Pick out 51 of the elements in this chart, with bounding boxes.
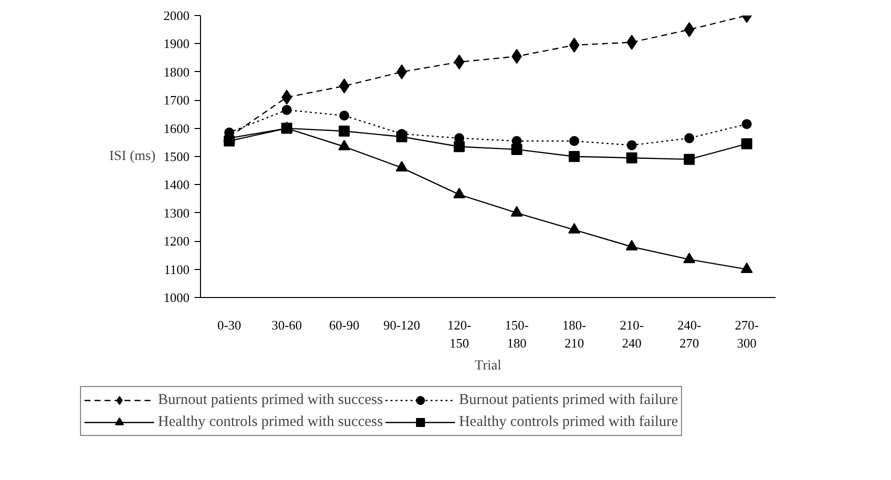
legend-label: Healthy controls primed with success	[158, 414, 383, 430]
point	[282, 104, 292, 115]
y-tick-label: 1600	[164, 120, 190, 136]
point	[568, 222, 580, 234]
x-tick-label: 0-30	[217, 318, 242, 332]
point	[339, 78, 350, 94]
point	[626, 152, 638, 164]
point	[684, 154, 695, 165]
y-tick-label: 1700	[164, 92, 190, 108]
y-tick-label: 1900	[164, 36, 190, 52]
point	[626, 140, 637, 150]
point	[684, 133, 694, 144]
x-tick-label: 90-120	[383, 318, 420, 332]
x-tick-label: 180- 210	[562, 318, 586, 350]
y-tick-label: 1400	[164, 177, 190, 192]
x-tick-label: 240- 270	[677, 318, 702, 350]
x-tick-label: 210- 240	[620, 318, 644, 350]
y-tick-label: 1000	[164, 290, 190, 305]
point	[224, 135, 235, 146]
point	[626, 240, 638, 250]
point	[740, 262, 753, 273]
point	[339, 110, 350, 121]
y-tick-label: 1100	[164, 262, 190, 277]
x-tick-label: 30-60	[272, 318, 302, 332]
point	[338, 126, 350, 137]
point	[742, 119, 752, 130]
x-tick-label: 60-90	[329, 318, 360, 332]
y-axis-title: ISI (ms)	[109, 149, 156, 164]
point	[338, 140, 350, 150]
point	[453, 188, 466, 198]
y-tick-label: 1300	[164, 205, 190, 220]
legend-label: Burnout patients primed with success	[158, 392, 383, 408]
x-axis-title: Trial	[474, 358, 502, 374]
point	[510, 206, 523, 217]
y-tick-label: 1800	[164, 64, 190, 80]
point	[569, 136, 580, 146]
y-tick-label: 2000	[164, 8, 190, 23]
point	[396, 131, 408, 142]
y-tick-label: 1200	[164, 234, 190, 249]
x-tick-label: 120- 150	[447, 318, 472, 350]
y-tick-label: 1500	[164, 149, 190, 164]
x-tick-label: 150- 180	[504, 318, 529, 350]
legend-label: Burnout patients primed with failure	[458, 392, 678, 408]
point	[683, 252, 696, 264]
point	[511, 144, 522, 155]
point	[396, 160, 408, 172]
x-tick-label: 270- 300	[734, 318, 759, 350]
point	[568, 151, 580, 162]
point	[741, 138, 752, 150]
legend-label: Healthy controls primed with failure	[458, 414, 678, 430]
point	[454, 141, 465, 152]
